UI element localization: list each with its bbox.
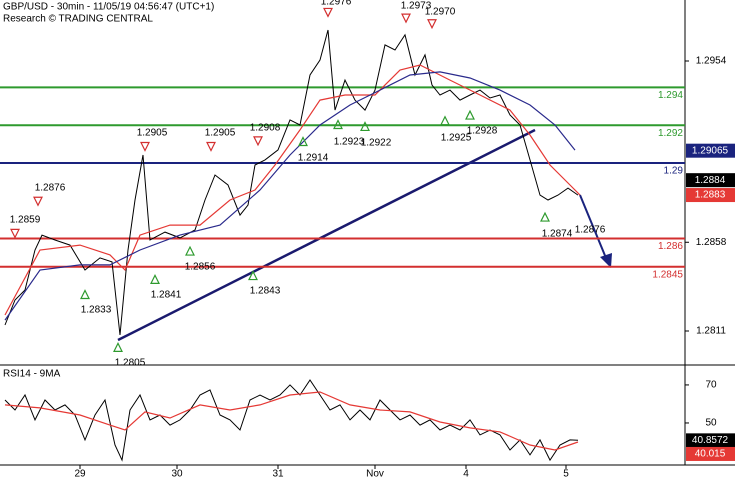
chart-subtitle: Research © TRADING CENTRAL [3, 14, 153, 25]
high-marker [10, 228, 20, 239]
price-tag [686, 143, 735, 158]
arrow-head [600, 253, 612, 268]
annotation-label: 1.2805 [115, 358, 146, 369]
series-line [4, 391, 579, 451]
high-marker [427, 19, 437, 30]
low-marker [333, 119, 343, 130]
price-tag [686, 433, 735, 448]
annotation-label: 1.2976 [321, 0, 352, 8]
price-tag-label: 1.2884 [695, 175, 726, 186]
x-tick-label: 30 [171, 469, 183, 480]
trend-line [117, 128, 536, 342]
annotation-label: 1.2876 [575, 225, 606, 236]
x-tick-label: 29 [74, 469, 86, 480]
low-marker [465, 109, 475, 120]
low-marker [440, 115, 450, 126]
price-tag [686, 188, 735, 203]
high-marker [140, 141, 150, 152]
level-label: 1.2845 [652, 269, 683, 280]
y-tick-label: 50 [705, 418, 717, 429]
high-marker [253, 136, 263, 147]
x-tick-label: 31 [272, 469, 284, 480]
annotation-label: 1.2843 [250, 286, 281, 297]
level-label: 1.294 [658, 90, 683, 101]
price-tag-label: 40.8572 [692, 435, 729, 446]
price-tag-label: 40.015 [695, 449, 726, 460]
annotation-label: 1.2833 [81, 305, 112, 316]
annotation-label: 1.2914 [298, 153, 329, 164]
level-label: 1.29 [664, 166, 684, 177]
annotation-label: 1.2908 [250, 123, 281, 134]
low-marker [185, 245, 195, 256]
low-marker [113, 341, 123, 352]
annotation-label: 1.2922 [361, 138, 392, 149]
annotation-label: 1.2841 [151, 290, 182, 301]
panel-title: RSI14 - 9MA [3, 369, 61, 380]
high-marker [33, 196, 43, 207]
annotation-label: 1.2856 [185, 262, 216, 273]
high-marker [401, 13, 411, 24]
low-marker [150, 274, 160, 284]
low-marker [80, 289, 90, 300]
x-tick-label: 5 [563, 469, 569, 480]
low-marker [360, 121, 370, 132]
series-line [4, 379, 579, 462]
annotation-label: 1.2876 [35, 183, 66, 194]
annotation-label: 1.2928 [467, 126, 498, 137]
series-line [4, 64, 581, 316]
annotation-label: 1.2859 [10, 215, 41, 226]
low-marker [248, 270, 258, 281]
series-line [4, 29, 579, 336]
price-tag-label: 1.29065 [692, 145, 729, 156]
annotation-label: 1.2973 [401, 1, 432, 12]
annotation-label: 1.2970 [425, 7, 456, 18]
annotation-label: 1.2925 [441, 133, 472, 144]
annotation-label: 1.2905 [137, 128, 168, 139]
level-label: 1.292 [658, 128, 683, 139]
y-tick-label: 1.2954 [696, 56, 727, 67]
low-marker [540, 211, 550, 222]
y-tick-label: 70 [705, 380, 717, 391]
y-tick-label: 1.2858 [696, 237, 727, 248]
low-marker [298, 136, 308, 147]
price-tag [686, 446, 735, 461]
high-marker [206, 141, 216, 152]
forecast-arrow [579, 194, 607, 259]
chart-title: GBP/USD - 30min - 11/05/19 04:56:47 (UTC… [3, 2, 214, 13]
annotation-label: 1.2923 [334, 137, 365, 148]
price-tag-label: 1.2883 [695, 190, 726, 201]
annotation-label: 1.2905 [205, 128, 236, 139]
annotation-label: 1.2874 [542, 229, 573, 240]
x-tick-label: 4 [463, 469, 469, 480]
price-tag [686, 173, 735, 188]
y-tick-label: 1.2811 [696, 326, 726, 337]
high-marker [323, 7, 333, 18]
level-label: 1.286 [658, 241, 683, 252]
series-line [4, 71, 576, 321]
x-tick-label: Nov [366, 469, 384, 480]
